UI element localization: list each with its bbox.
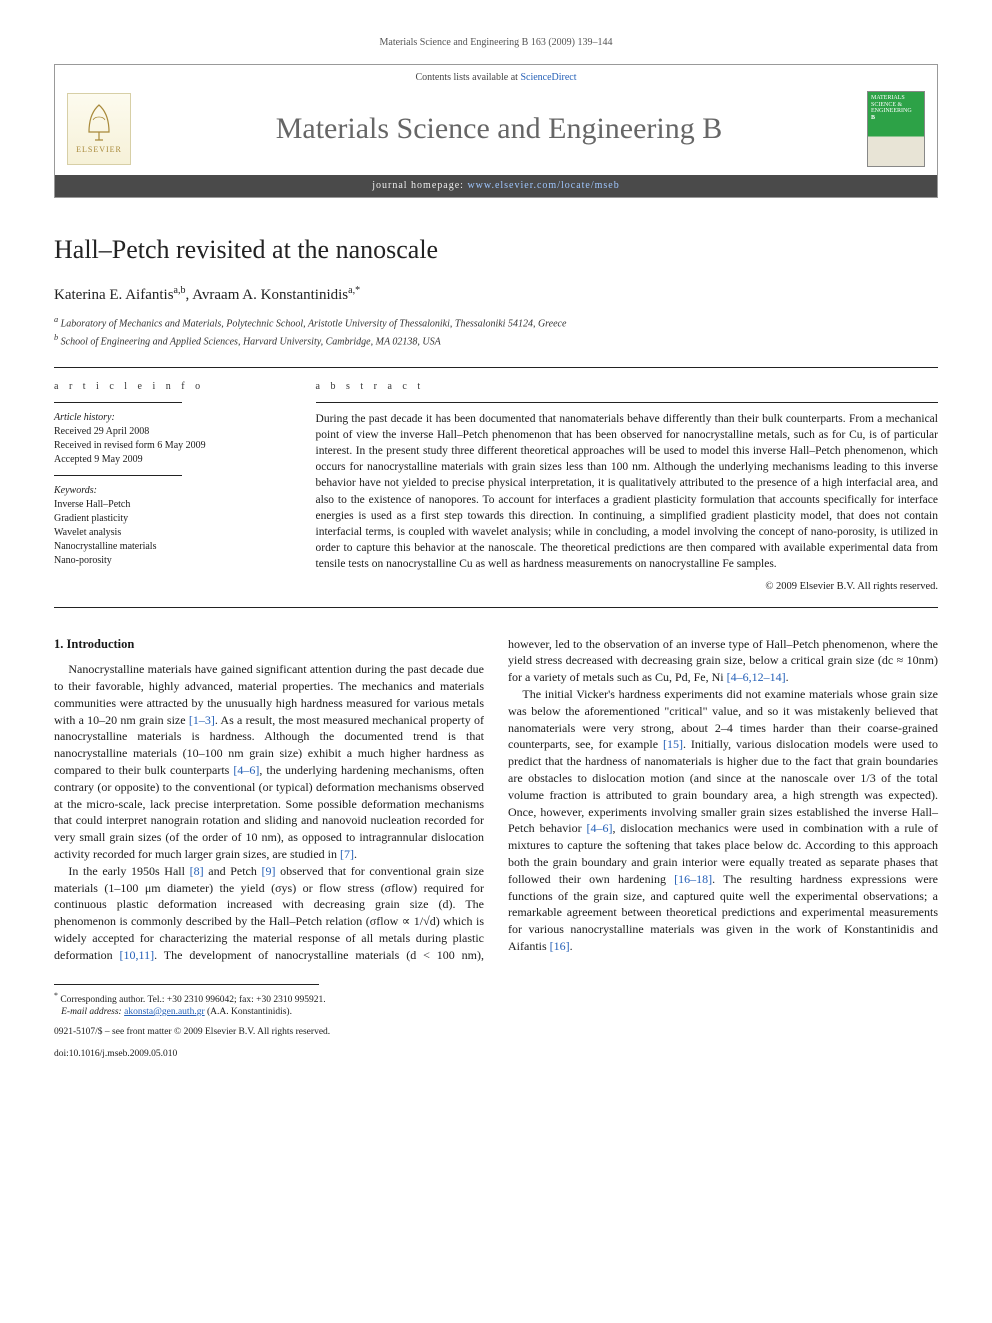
doi-line: doi:10.1016/j.mseb.2009.05.010 [54, 1048, 938, 1061]
citation-link[interactable]: [15] [663, 737, 683, 751]
email-link[interactable]: akonsta@gen.auth.gr [124, 1007, 205, 1017]
article-info-heading: a r t i c l e i n f o [54, 380, 288, 394]
text-run: , the underlying hardening mechanisms, o… [54, 763, 484, 861]
abstract-heading: a b s t r a c t [316, 380, 938, 394]
citation-link[interactable]: [8] [190, 864, 204, 878]
citation-link[interactable]: [4–6] [233, 763, 259, 777]
keywords-label: Keywords: [54, 484, 288, 498]
text-run: . [570, 939, 573, 953]
homepage-link[interactable]: www.elsevier.com/locate/mseb [467, 180, 619, 191]
abstract-copyright: © 2009 Elsevier B.V. All rights reserved… [316, 580, 938, 595]
text-run: . [786, 670, 789, 684]
email-label: E-mail address: [61, 1007, 122, 1017]
contents-line: Contents lists available at ScienceDirec… [55, 65, 937, 87]
citation-link[interactable]: [1–3] [189, 713, 215, 727]
front-matter-line: 0921-5107/$ – see front matter © 2009 El… [54, 1026, 938, 1039]
affiliation-a: a Laboratory of Mechanics and Materials,… [54, 314, 938, 331]
affiliation-a-text: Laboratory of Mechanics and Materials, P… [61, 319, 567, 330]
tree-icon [81, 102, 117, 142]
journal-title: Materials Science and Engineering B [131, 108, 867, 150]
text-run: . [354, 847, 357, 861]
citation-link[interactable]: [16] [550, 939, 570, 953]
citation-link[interactable]: [16–18] [674, 872, 712, 886]
citation-link[interactable]: [10,11] [120, 948, 155, 962]
author-2: Avraam A. Konstantinidis [192, 287, 348, 303]
text-run: In the early 1950s Hall [68, 864, 189, 878]
section-1-heading: 1. Introduction [54, 636, 484, 654]
history-accepted: Accepted 9 May 2009 [54, 453, 288, 467]
affiliation-b: b School of Engineering and Applied Scie… [54, 332, 938, 349]
keyword: Wavelet analysis [54, 526, 288, 540]
paragraph: The initial Vicker's hardness experiment… [508, 686, 938, 955]
keyword: Gradient plasticity [54, 512, 288, 526]
journal-cover-thumbnail: MATERIALS SCIENCE & ENGINEERING B [867, 91, 925, 167]
cover-sub: B [871, 115, 921, 122]
affiliation-b-text: School of Engineering and Applied Scienc… [61, 336, 441, 347]
article-title: Hall–Petch revisited at the nanoscale [54, 232, 938, 268]
history-revised: Received in revised form 6 May 2009 [54, 439, 288, 453]
citation-link[interactable]: [9] [262, 864, 276, 878]
elsevier-word: ELSEVIER [76, 144, 122, 155]
email-who: (A.A. Konstantinidis). [207, 1007, 292, 1017]
citation-link[interactable]: [4–6] [587, 821, 613, 835]
citation-link[interactable]: [4–6,12–14] [727, 670, 786, 684]
body-text: 1. Introduction Nanocrystalline material… [54, 636, 938, 964]
homepage-prefix: journal homepage: [372, 180, 467, 191]
abstract-block: a b s t r a c t During the past decade i… [302, 368, 938, 607]
article-info-block: a r t i c l e i n f o Article history: R… [54, 368, 302, 607]
cover-text: MATERIALS SCIENCE & ENGINEERING [871, 95, 921, 115]
sciencedirect-link[interactable]: ScienceDirect [520, 72, 576, 83]
contents-prefix: Contents lists available at [415, 72, 520, 83]
homepage-band: journal homepage: www.elsevier.com/locat… [55, 175, 937, 197]
corresponding-footnote: * Corresponding author. Tel.: +30 2310 9… [54, 991, 938, 1019]
running-header: Materials Science and Engineering B 163 … [54, 36, 938, 50]
author-list: Katerina E. Aifantisa,b, Avraam A. Konst… [54, 284, 938, 306]
affiliations: a Laboratory of Mechanics and Materials,… [54, 314, 938, 349]
text-run: and Petch [204, 864, 262, 878]
paragraph: Nanocrystalline materials have gained si… [54, 661, 484, 863]
history-label: Article history: [54, 411, 288, 425]
author-1-affil: a,b [174, 285, 186, 296]
corr-text: Corresponding author. Tel.: +30 2310 996… [60, 995, 325, 1005]
corresponding-mark: * [355, 285, 360, 296]
citation-link[interactable]: [7] [340, 847, 354, 861]
keyword: Inverse Hall–Petch [54, 498, 288, 512]
keywords-list: Inverse Hall–Petch Gradient plasticity W… [54, 498, 288, 568]
abstract-text: During the past decade it has been docum… [316, 411, 938, 572]
author-1: Katerina E. Aifantis [54, 287, 174, 303]
keyword: Nanocrystalline materials [54, 540, 288, 554]
history-received: Received 29 April 2008 [54, 425, 288, 439]
elsevier-logo: ELSEVIER [67, 93, 131, 165]
journal-masthead: Contents lists available at ScienceDirec… [54, 64, 938, 198]
footnote-rule [54, 984, 319, 985]
keyword: Nano-porosity [54, 554, 288, 568]
